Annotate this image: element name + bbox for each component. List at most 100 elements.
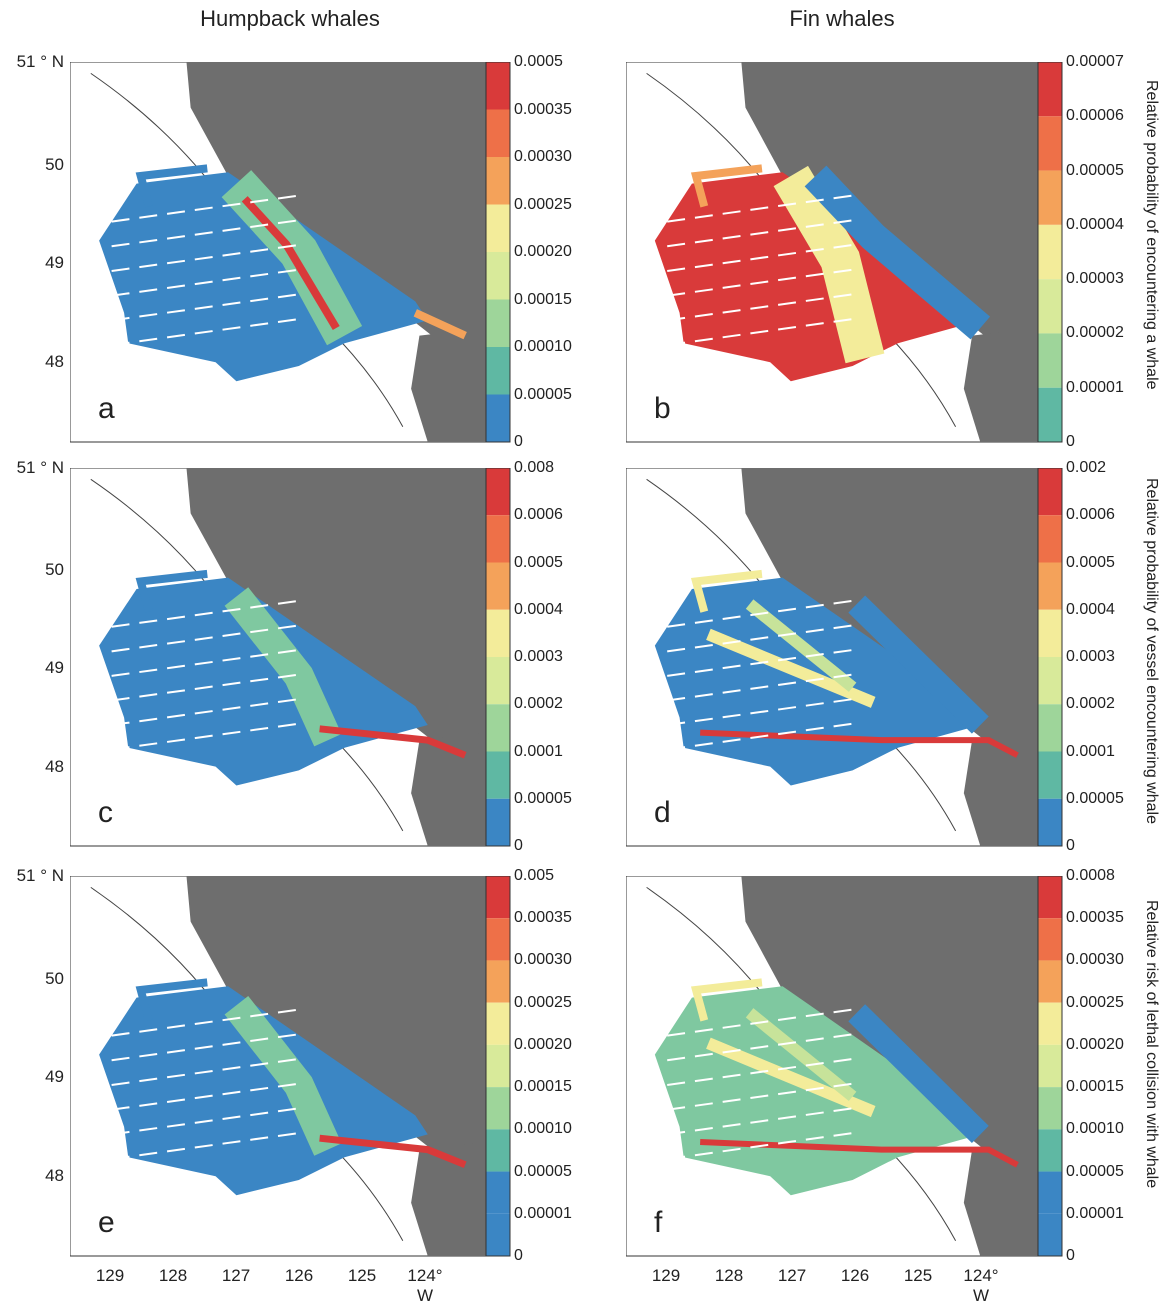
colorbar-band — [486, 1002, 510, 1045]
transect-gap — [111, 648, 304, 677]
colorbar-band — [1038, 62, 1062, 117]
colorbar-band — [1038, 960, 1062, 1003]
transect-gap — [667, 1057, 857, 1086]
colorbar-band — [486, 562, 510, 610]
survey-loop — [690, 569, 763, 613]
colorbar-band — [486, 1171, 510, 1214]
longitude-tick-label: 126 — [284, 1266, 314, 1285]
colorbar-label: 0.00025 — [514, 195, 572, 213]
hotspot-band-2 — [745, 1008, 857, 1102]
longitude-tick-label: 129 — [651, 1266, 681, 1285]
colorbar-band — [1038, 1171, 1062, 1214]
transect-gap — [111, 673, 304, 702]
colorbar-label: 0.008 — [514, 459, 555, 476]
row-title-encounter: Relative probability of encountering a w… — [1143, 80, 1160, 390]
survey-loop — [135, 164, 208, 208]
colorbar-band — [486, 204, 510, 252]
colorbar-label: 0.00015 — [514, 290, 572, 308]
longitude-tick-label: 125 — [903, 1266, 933, 1285]
shipping-lane-hotspot — [700, 729, 1019, 758]
transect-gap — [111, 1131, 304, 1161]
colorbar-band — [1038, 224, 1062, 280]
transect-gap — [111, 722, 304, 751]
colorbar-label: 0.0004 — [1066, 600, 1115, 618]
colorbar-label: 0.00001 — [1066, 378, 1124, 396]
colorbar-frame — [485, 876, 511, 1257]
transect-gap — [111, 623, 304, 653]
transect-gap — [111, 243, 304, 272]
colorbar-label: 0.00035 — [1066, 909, 1124, 927]
landmass-olympic-peninsula — [963, 732, 1038, 846]
colorbar-label: 0.00030 — [514, 148, 572, 165]
colorbar-band — [1038, 751, 1062, 799]
colorbar-label: 0.00010 — [514, 1120, 572, 1138]
colorbar-band — [486, 876, 510, 919]
survey-loop — [135, 569, 208, 613]
colorbar-band — [486, 1044, 510, 1088]
transect-gap — [667, 1082, 857, 1111]
transect-gap — [667, 599, 857, 628]
panel-letter: e — [98, 1206, 115, 1239]
transect-gap — [111, 1106, 304, 1136]
colorbar-label: 0 — [1066, 1247, 1075, 1264]
colorbar-band — [486, 394, 510, 442]
transect-gap — [667, 1106, 857, 1136]
transect-gap — [667, 623, 857, 653]
panel-letter: d — [654, 796, 671, 829]
survey-loop — [135, 978, 208, 1022]
landmass-olympic-peninsula — [411, 328, 486, 442]
transect-gap — [667, 722, 857, 751]
colorbar-band — [1038, 1213, 1062, 1256]
latitude-tick-label: 50 — [45, 560, 64, 580]
transect-gap — [111, 1057, 304, 1086]
colorbar-label: 0.00004 — [1066, 215, 1124, 233]
colorbar-label: 0.0003 — [514, 648, 563, 665]
panel-letter: b — [654, 392, 671, 425]
colorbar-label: 0 — [514, 1247, 523, 1264]
hotspot-band — [224, 995, 342, 1156]
map-panel-c — [70, 468, 511, 847]
low-band — [804, 165, 991, 340]
row-title-lethal-collision: Relative risk of lethal collision with w… — [1143, 900, 1160, 1189]
longitude-tick-label: 126 — [840, 1266, 870, 1285]
latitude-tick-label: 49 — [45, 658, 64, 678]
colorbar-frame — [485, 468, 511, 847]
colorbar-label: 0.00005 — [1066, 789, 1124, 807]
longitude-tick-label: 127 — [777, 1266, 807, 1285]
colorbar-band — [486, 751, 510, 799]
landmass-olympic-peninsula — [963, 328, 1038, 442]
colorbar-label: 0.0002 — [1066, 695, 1115, 713]
colorbar-band — [486, 1129, 510, 1172]
colorbar-band — [1038, 1044, 1062, 1088]
colorbar-band — [486, 347, 510, 395]
colorbar-label: 0.00030 — [514, 951, 572, 969]
shipping-lane-hotspot — [700, 1139, 1019, 1168]
hotspot-band — [224, 587, 342, 747]
colorbar-label: 0.00005 — [1066, 161, 1124, 179]
colorbar-band — [486, 609, 510, 657]
map-panel-b — [626, 62, 1063, 443]
colorbar-band — [486, 157, 510, 205]
latitude-tick-label: 49 — [45, 1067, 64, 1087]
colorbar-label: 0.00010 — [1066, 1120, 1124, 1138]
colorbar-label: 0.0005 — [514, 53, 563, 70]
colorbar-band — [1038, 1129, 1062, 1172]
colorbar-band — [486, 704, 510, 752]
hotspot-band — [706, 1037, 876, 1118]
colorbar-label: 0.00007 — [1066, 53, 1124, 70]
colorbar-band — [486, 960, 510, 1003]
landmass-olympic-peninsula — [411, 732, 486, 846]
transect-gap — [667, 268, 857, 297]
transect-gap — [111, 1032, 304, 1062]
colorbar-frame — [485, 62, 511, 443]
colorbar-band — [1038, 170, 1062, 225]
colorbar-band — [1038, 704, 1062, 752]
transect-gap — [667, 292, 857, 322]
strait-band — [413, 309, 467, 340]
colorbar-label: 0.00015 — [1066, 1078, 1124, 1096]
hotspot-band — [706, 628, 876, 708]
transect-gap — [667, 673, 857, 702]
colorbar-label: 0.0003 — [1066, 648, 1115, 665]
colorbar-label: 0.00035 — [514, 100, 572, 118]
column-title-humpback: Humpback whales — [200, 6, 380, 31]
